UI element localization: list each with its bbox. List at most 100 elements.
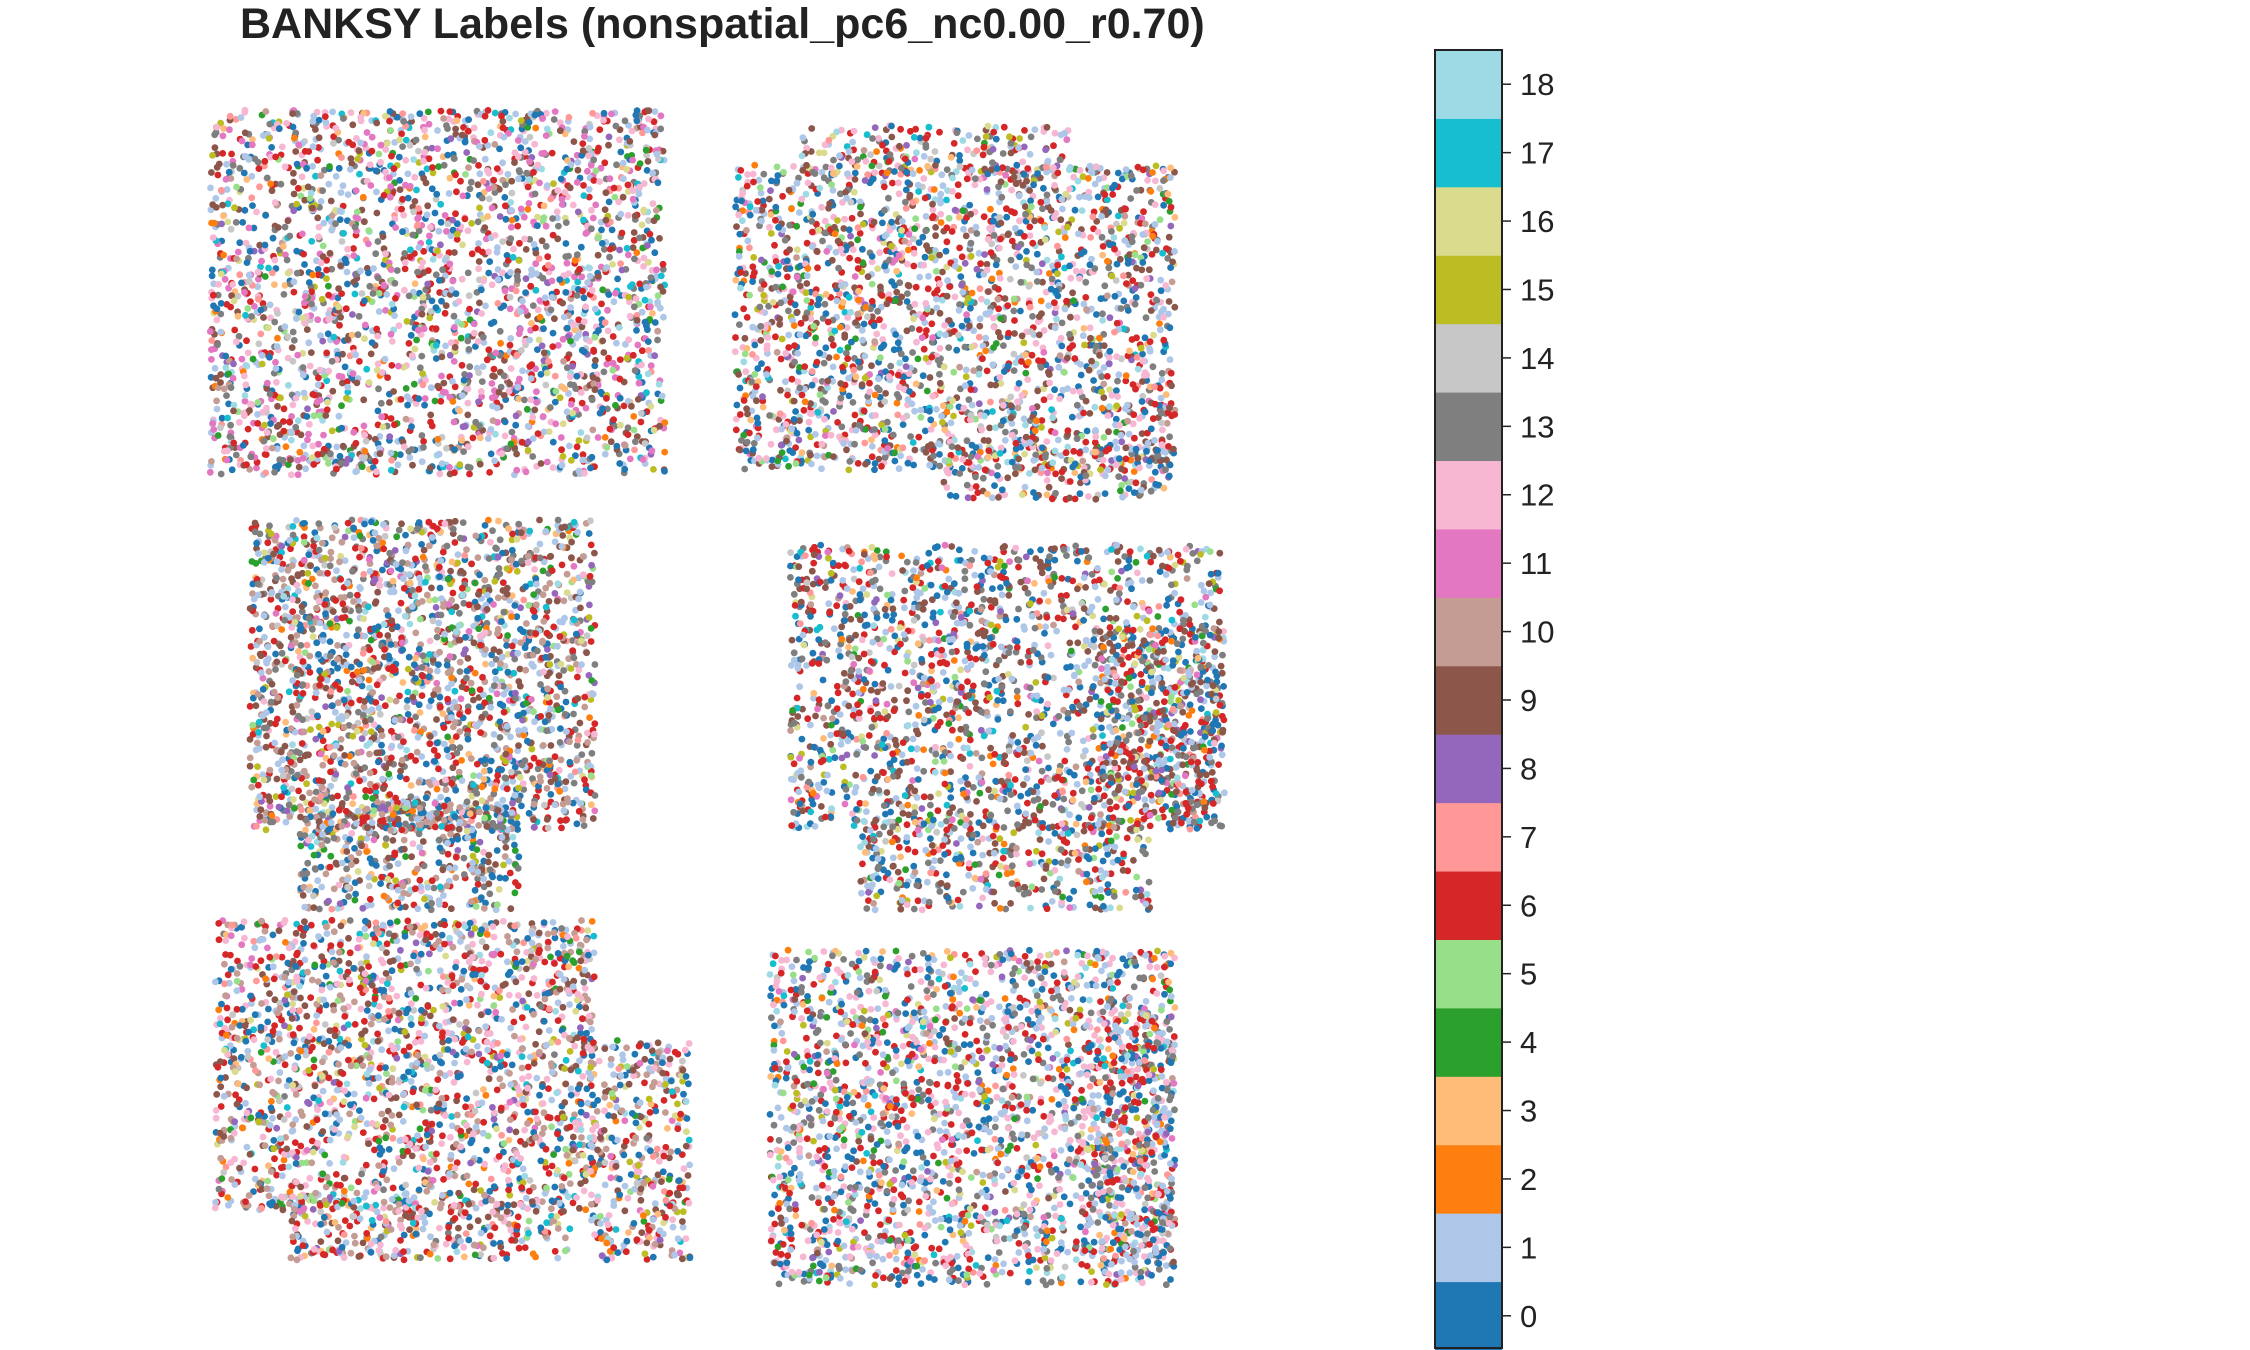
cell-point [1127,172,1135,180]
cell-point [231,204,238,212]
cell-point [850,188,858,196]
cell-point [982,347,990,355]
cell-point [1160,201,1167,209]
cell-point [271,281,278,288]
cell-point [489,417,497,424]
cell-point [501,287,509,295]
cell-point [446,463,453,471]
cell-point [241,392,249,399]
cell-point [470,329,478,337]
cell-point [537,460,545,467]
cell-point [512,421,520,429]
cell-point [381,355,389,363]
cell-point [629,351,637,359]
cell-point [595,327,602,334]
cell-point [629,187,637,195]
cell-point [352,187,360,195]
cell-point [470,320,478,328]
cell-point [416,110,424,118]
cell-point [524,183,532,191]
cell-point [1079,268,1087,275]
cell-point [538,342,546,350]
cell-point [1094,193,1102,201]
cell-point [524,422,532,430]
cell-point [301,261,308,268]
cell-point [207,206,215,214]
cell-point [324,398,331,406]
cell-point [561,130,569,138]
cell-point [579,456,587,464]
cell-point [741,334,749,342]
cell-point [507,365,515,372]
cell-point [525,176,533,183]
cell-point [402,385,410,392]
cell-point [379,233,387,241]
cell-point [936,370,943,378]
cell-point [1000,342,1007,349]
cell-point [247,453,255,461]
cell-point [261,421,268,429]
cell-point [290,190,298,198]
cell-point [256,241,264,249]
cell-point [845,392,853,400]
cell-point [1105,428,1112,436]
cell-point [1076,166,1084,174]
cell-point [636,183,643,191]
cell-point [766,223,773,231]
cell-point [998,193,1006,201]
cell-point [315,233,322,241]
cell-point [1152,177,1159,185]
cell-point [910,461,917,469]
cell-point [360,396,368,404]
cell-point [758,217,765,225]
cell-point [253,464,260,472]
cell-point [1016,217,1023,225]
cell-point [766,412,773,419]
cell-point [1002,428,1009,436]
cell-point [271,468,278,476]
cell-point [513,450,520,458]
cell-point [1160,484,1168,492]
cell-point [936,309,944,317]
cell-point [464,269,472,277]
cell-point [606,175,614,183]
cell-point [548,277,556,285]
cell-point [846,254,853,262]
cell-point [314,316,322,324]
cell-point [967,304,974,312]
cell-point [261,241,269,249]
cell-point [460,376,468,384]
cell-point [1067,274,1075,282]
cell-point [828,335,835,343]
cell-point [540,349,548,357]
cell-point [973,230,981,237]
cell-point [450,155,458,163]
cell-point [1082,278,1090,286]
cell-point [876,316,883,324]
cell-point [612,289,619,297]
cell-point [467,178,475,186]
cell-point [317,198,325,205]
cell-point [798,449,806,456]
cell-point [933,295,940,303]
cell-point [284,217,292,225]
cell-point [526,236,534,243]
cell-point [623,166,631,173]
cell-point [344,388,352,396]
cell-point [627,283,634,290]
cell-point [579,147,587,155]
cell-point [539,413,547,420]
cell-point [823,248,831,255]
cell-point [956,470,964,477]
cell-point [347,155,355,163]
cell-point [262,212,270,219]
cell-point [360,422,368,430]
cell-point [488,380,496,387]
cell-point [741,465,749,473]
cell-point [599,337,607,345]
cell-point [784,273,791,281]
cell-point [315,134,323,142]
cell-point [336,216,344,224]
cell-point [552,388,560,395]
cell-point [319,253,327,260]
